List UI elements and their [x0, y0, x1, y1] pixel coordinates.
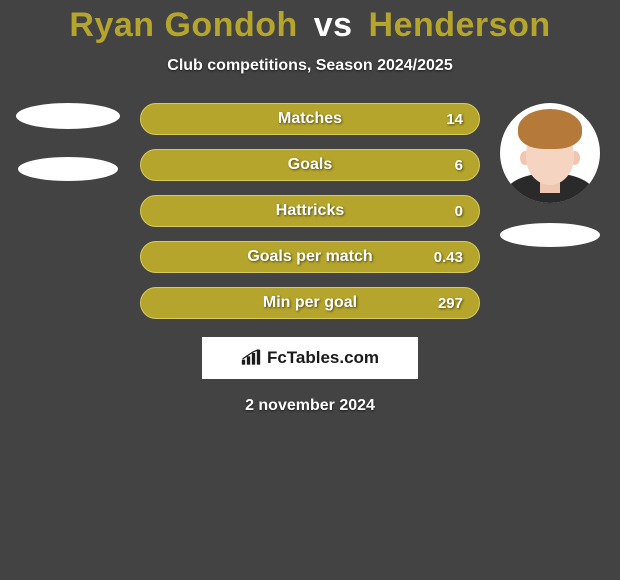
page-title: Ryan Gondoh vs Henderson [0, 0, 620, 45]
stat-label: Hattricks [276, 202, 344, 220]
stat-label: Goals [288, 156, 332, 174]
brand-text: FcTables.com [267, 348, 379, 368]
stat-label: Min per goal [263, 294, 357, 312]
stat-bars: Matches 14 Goals 6 Hattricks 0 Goals per match… [140, 103, 480, 333]
title-player-a: Ryan Gondoh [69, 6, 297, 44]
subtitle: Club competitions, Season 2024/2025 [0, 57, 620, 75]
right-player-column [490, 103, 610, 273]
placeholder-oval [500, 223, 600, 247]
stat-value: 297 [438, 295, 463, 312]
placeholder-oval [18, 157, 118, 181]
brand-box: FcTables.com [202, 337, 418, 379]
date-line: 2 november 2024 [0, 397, 620, 415]
bar-chart-icon [241, 349, 261, 367]
stat-value: 14 [446, 111, 463, 128]
comparison-infographic: Ryan Gondoh vs Henderson Club competitio… [0, 0, 620, 580]
placeholder-oval [16, 103, 120, 129]
stat-value: 0 [455, 203, 463, 220]
stat-bar: Matches 14 [140, 103, 480, 135]
left-player-column [8, 103, 128, 207]
chart-area: Matches 14 Goals 6 Hattricks 0 Goals per match… [0, 103, 620, 323]
stat-bar: Goals 6 [140, 149, 480, 181]
title-vs: vs [314, 6, 353, 44]
stat-label: Matches [278, 110, 342, 128]
stat-bar: Hattricks 0 [140, 195, 480, 227]
stat-bar: Goals per match 0.43 [140, 241, 480, 273]
stat-bar: Min per goal 297 [140, 287, 480, 319]
stat-value: 6 [455, 157, 463, 174]
stat-label: Goals per match [247, 248, 372, 266]
title-player-b: Henderson [369, 6, 551, 44]
player-avatar [500, 103, 600, 203]
stat-value: 0.43 [434, 249, 463, 266]
